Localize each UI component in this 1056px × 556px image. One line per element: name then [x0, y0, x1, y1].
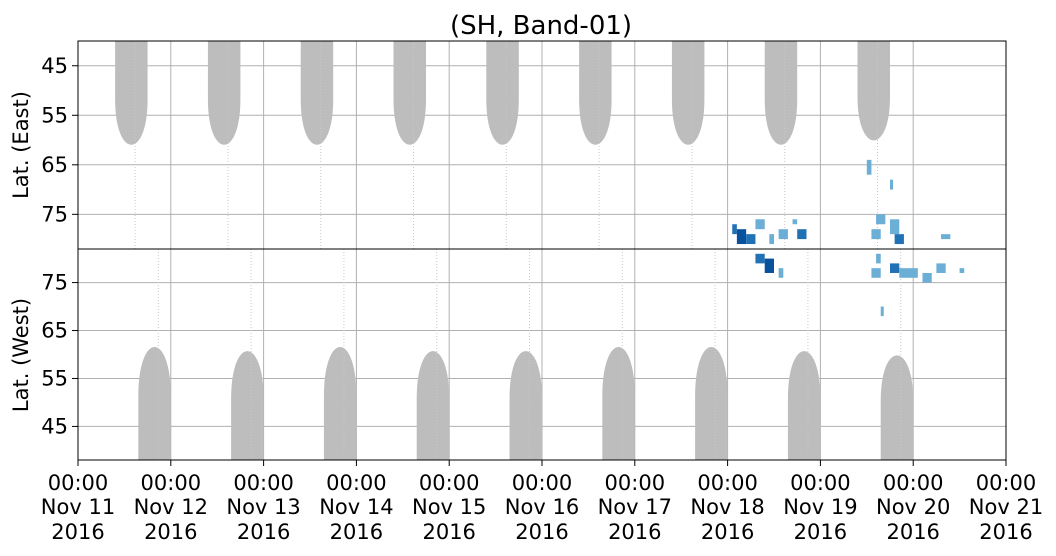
detection-cell: [890, 263, 900, 273]
detection-cell: [797, 229, 807, 240]
detection-cell: [769, 234, 774, 245]
coverage-swath: [764, 41, 798, 145]
detection-cell: [890, 179, 893, 190]
detection-cell: [922, 272, 932, 283]
coverage-swath: [46, 343, 78, 462]
coverage-swath: [393, 41, 426, 145]
x-tick-label-time: 00:00: [326, 471, 387, 495]
detection-cell: [876, 253, 881, 264]
x-tick-label-date: Nov 13: [226, 495, 300, 519]
detection-cell: [936, 263, 946, 273]
detection-cell: [866, 159, 872, 175]
detection-cell: [880, 306, 884, 317]
x-tick-label-year: 2016: [979, 520, 1032, 544]
x-tick-label-year: 2016: [51, 520, 104, 544]
coverage-swath: [207, 41, 241, 145]
x-tick-label-time: 00:00: [697, 471, 758, 495]
coverage-swath: [509, 351, 542, 460]
x-tick-label-date: Nov 11: [41, 495, 115, 519]
y-tick-label: 45: [41, 414, 68, 438]
detection-cell: [959, 268, 965, 273]
detection-cell: [746, 234, 756, 245]
x-tick-label-year: 2016: [144, 520, 197, 544]
panel-0: [78, 41, 1006, 249]
x-tick-label-year: 2016: [330, 520, 383, 544]
coverage-swath: [880, 355, 914, 460]
x-tick-label-date: Nov 19: [783, 495, 857, 519]
detection-cell: [890, 219, 900, 235]
coverage-swath: [115, 41, 148, 145]
x-tick-label-time: 00:00: [512, 471, 573, 495]
coverage-swath: [787, 351, 821, 460]
chart-title: (SH, Band-01): [450, 11, 632, 41]
x-tick-label-time: 00:00: [790, 471, 851, 495]
y-tick-label: 55: [41, 103, 68, 127]
y-tick-label: 45: [41, 54, 68, 78]
x-tick-label-date: Nov 15: [412, 495, 486, 519]
coverage-swath: [486, 41, 519, 145]
coverage-swath: [579, 41, 612, 145]
x-tick-label-time: 00:00: [233, 471, 294, 495]
plot-area: [46, 41, 1006, 462]
detection-cell: [755, 253, 765, 264]
x-tick-label-year: 2016: [701, 520, 754, 544]
y-tick-label: 55: [41, 366, 68, 390]
x-tick-label-year: 2016: [515, 520, 568, 544]
y-tick-label: 75: [41, 271, 68, 295]
x-tick-label-date: Nov 14: [319, 495, 393, 519]
coverage-swath: [671, 41, 705, 145]
detection-cell: [755, 219, 765, 230]
x-tick-label-year: 2016: [237, 520, 290, 544]
x-tick-label-year: 2016: [608, 520, 661, 544]
x-tick-label-time: 00:00: [48, 471, 109, 495]
x-tick-label-time: 00:00: [976, 471, 1037, 495]
detection-cell: [871, 268, 881, 278]
x-tick-label-date: Nov 18: [690, 495, 764, 519]
detection-cell: [778, 229, 788, 240]
panel-1: [46, 249, 1006, 462]
x-tick-label-date: Nov 16: [505, 495, 579, 519]
coverage-swath: [323, 347, 357, 460]
y-axis-label-west: Lat. (West): [9, 298, 33, 412]
detection-cell: [894, 234, 904, 245]
detection-cell: [778, 268, 784, 278]
coverage-swath: [231, 351, 264, 460]
x-tick-label-time: 00:00: [419, 471, 480, 495]
coverage-swath: [300, 41, 334, 145]
x-tick-label-year: 2016: [422, 520, 475, 544]
detection-cell: [736, 229, 747, 245]
y-axis-label-east: Lat. (East): [9, 91, 33, 199]
coverage-swath: [695, 347, 728, 460]
x-tick-label-date: Nov 12: [134, 495, 208, 519]
y-tick-label: 65: [41, 153, 68, 177]
detection-cell: [764, 258, 774, 273]
detection-cell: [899, 268, 918, 278]
x-tick-label-year: 2016: [886, 520, 939, 544]
x-tick-label-date: Nov 20: [876, 495, 950, 519]
coverage-swath: [416, 351, 450, 460]
x-tick-label-date: Nov 17: [598, 495, 672, 519]
detection-cell: [876, 214, 886, 225]
y-tick-label: 65: [41, 319, 68, 343]
detection-cell: [792, 219, 798, 225]
x-tick-label-date: Nov 21: [969, 495, 1043, 519]
x-tick-label-time: 00:00: [605, 471, 666, 495]
coverage-swath: [857, 41, 890, 141]
detection-cell: [871, 229, 881, 240]
x-tick-label-year: 2016: [794, 520, 847, 544]
x-tick-label-time: 00:00: [883, 471, 944, 495]
detection-cell: [941, 234, 951, 240]
y-tick-label: 75: [41, 202, 68, 226]
coverage-swath: [138, 347, 171, 460]
coverage-swath: [602, 347, 635, 460]
x-tick-label-time: 00:00: [141, 471, 202, 495]
detection-cell: [732, 224, 737, 235]
